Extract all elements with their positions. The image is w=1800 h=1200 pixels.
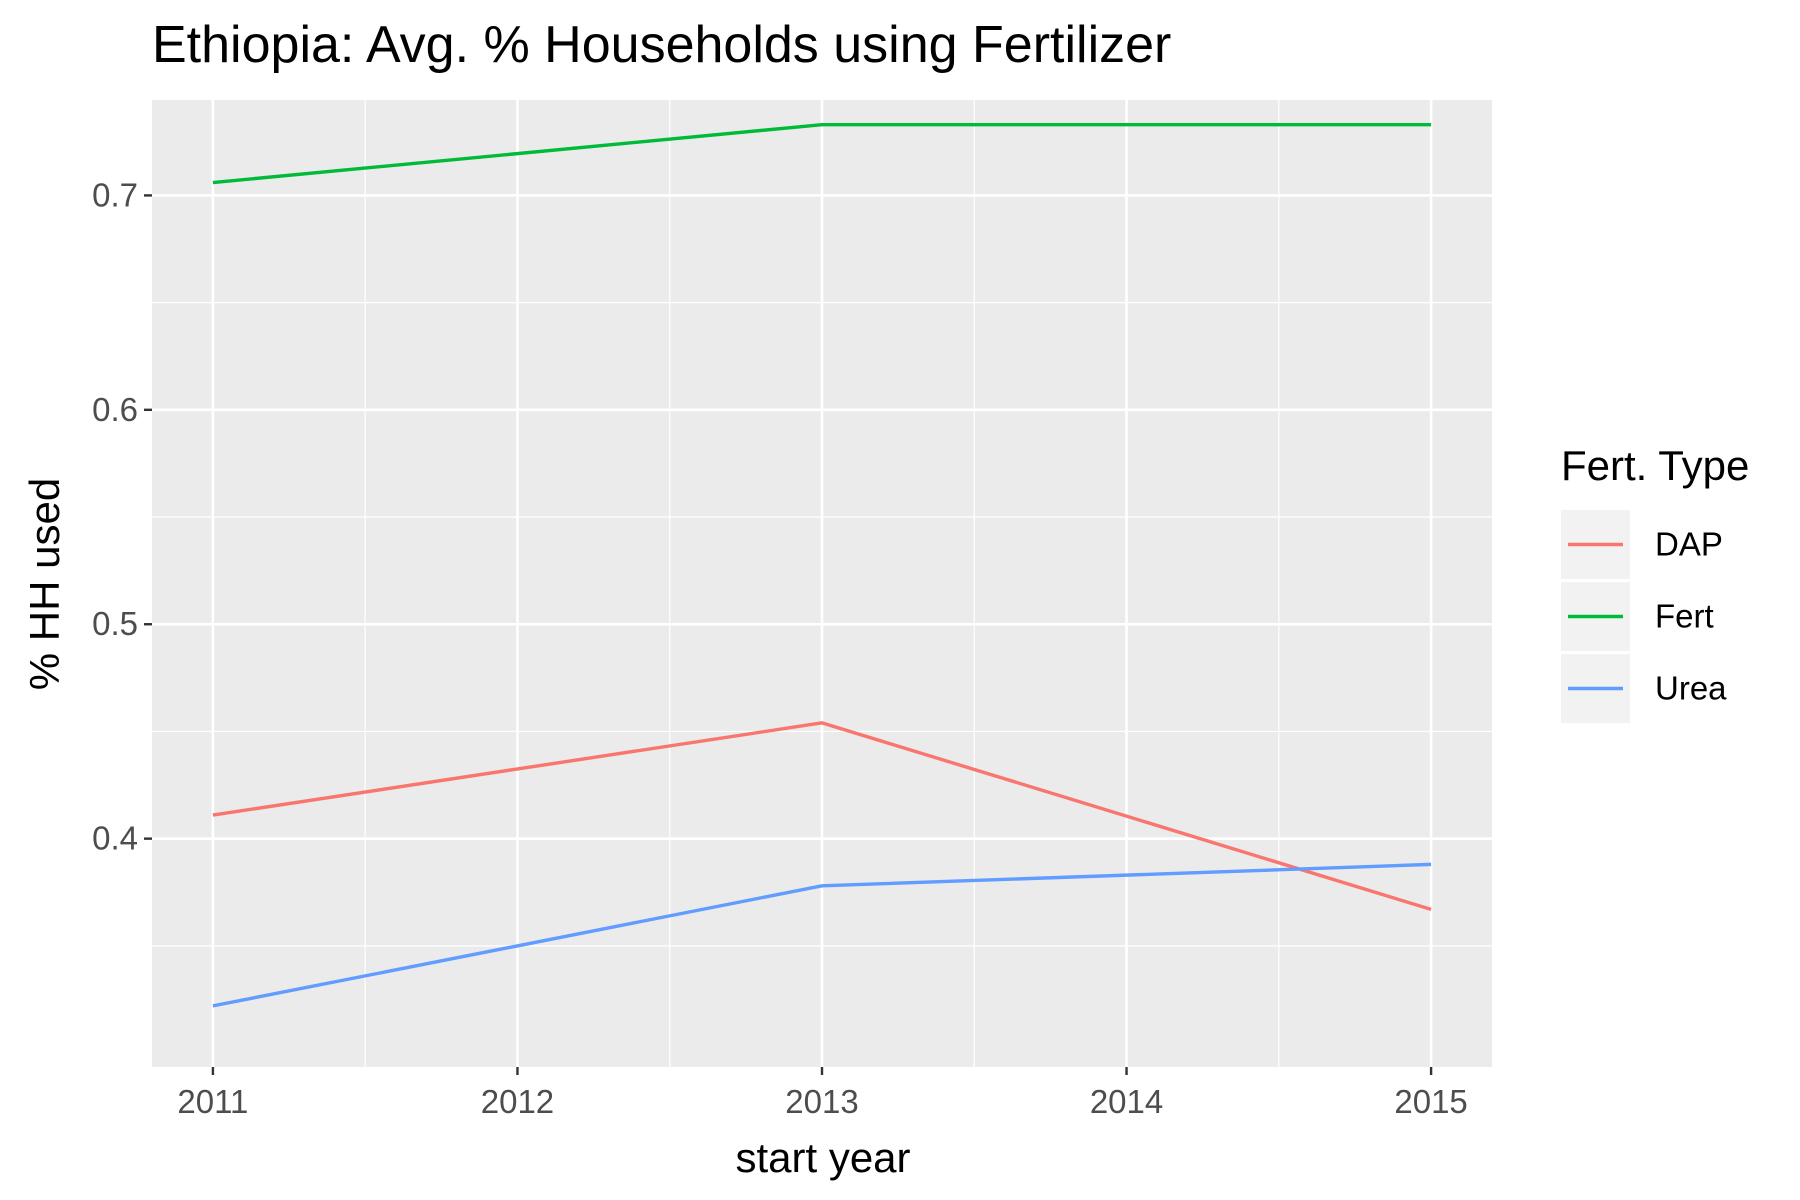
series-line-fert bbox=[212, 122, 1432, 185]
chart-title: Ethiopia: Avg. % Households using Fertil… bbox=[152, 16, 1171, 74]
x-tick-label: 2015 bbox=[1394, 1083, 1467, 1120]
x-tick-label: 2011 bbox=[177, 1083, 248, 1120]
y-axis-ticks: 0.4 0.5 0.6 0.7 bbox=[92, 176, 152, 857]
x-axis-ticks: 2011 2012 2013 2014 2015 bbox=[177, 1067, 1468, 1120]
y-tick-label: 0.4 bbox=[92, 820, 138, 857]
x-tick-label: 2013 bbox=[785, 1083, 858, 1120]
legend: DAP Fert Urea bbox=[1561, 510, 1727, 723]
y-tick-label: 0.6 bbox=[92, 391, 138, 428]
minor-x-gridlines bbox=[364, 100, 1280, 1067]
y-tick-label: 0.7 bbox=[92, 176, 138, 213]
series-line-urea bbox=[212, 862, 1432, 1008]
legend-label: Urea bbox=[1655, 670, 1727, 707]
y-axis-title: % HH used bbox=[21, 478, 68, 690]
x-axis-title: start year bbox=[735, 1134, 910, 1181]
x-tick-label: 2014 bbox=[1090, 1083, 1163, 1120]
legend-label: DAP bbox=[1655, 526, 1723, 563]
y-tick-label: 0.5 bbox=[92, 605, 138, 642]
legend-label: Fert bbox=[1655, 598, 1714, 635]
legend-item-urea: Urea bbox=[1561, 654, 1727, 723]
series-lines bbox=[212, 122, 1432, 1008]
x-tick-label: 2012 bbox=[481, 1083, 554, 1120]
major-x-gridlines bbox=[211, 100, 1433, 1067]
legend-item-fert: Fert bbox=[1561, 582, 1714, 651]
legend-item-dap: DAP bbox=[1561, 510, 1723, 579]
series-line-dap bbox=[212, 721, 1432, 912]
legend-title: Fert. Type bbox=[1561, 442, 1749, 489]
